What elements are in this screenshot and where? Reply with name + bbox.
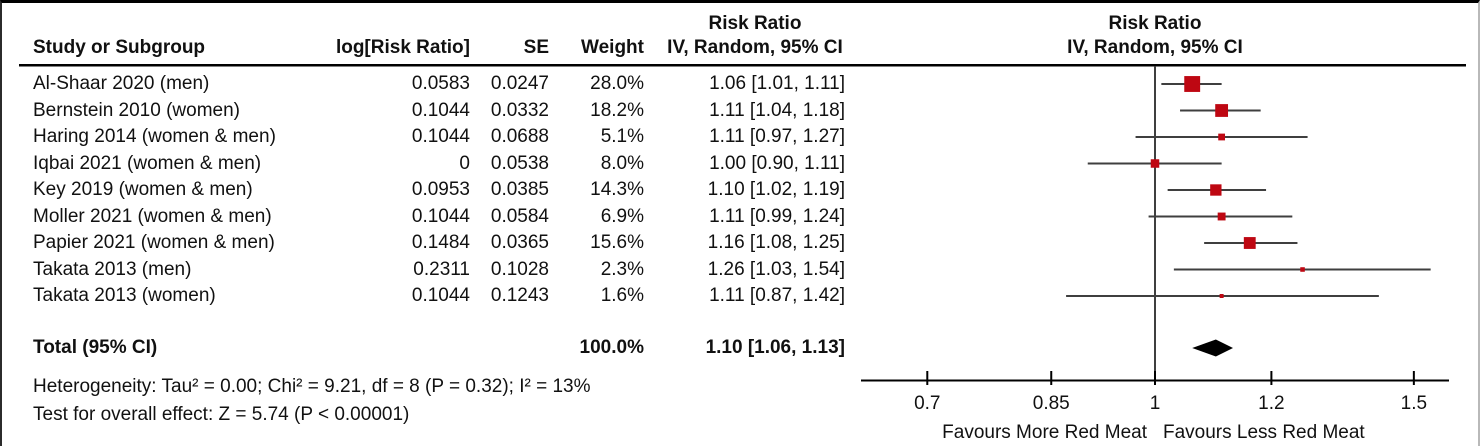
- total-risk-ratio-ci: 1.10 [1.06, 1.13]: [705, 337, 845, 358]
- x-axis-tick-label: 0.85: [1033, 393, 1070, 414]
- favours-right-label: Favours Less Red Meat: [1163, 422, 1365, 443]
- column-header-plot-ci-method: IV, Random, 95% CI: [1067, 37, 1243, 58]
- favours-left-label: Favours More Red Meat: [942, 422, 1148, 443]
- weight-value: 2.3%: [600, 258, 644, 280]
- effect-size-square: [1215, 104, 1229, 117]
- study-name: Al-Shaar 2020 (men): [33, 73, 210, 94]
- effect-size-square: [1300, 267, 1305, 272]
- effect-size-square: [1150, 159, 1160, 168]
- study-markers: [1066, 76, 1431, 298]
- se-value: 0.1028: [490, 258, 549, 280]
- se-value: 0.0365: [490, 232, 549, 253]
- study-name: Takata 2013 (women): [33, 285, 216, 306]
- column-header-weight: Weight: [581, 37, 644, 58]
- pooled-effect-diamond: [1192, 339, 1234, 357]
- log-risk-ratio-value: 0.2311: [413, 258, 470, 280]
- effect-size-square: [1218, 133, 1226, 141]
- log-risk-ratio-value: 0.1044: [411, 285, 470, 306]
- x-axis-tick: [926, 371, 929, 385]
- x-axis-tick: [1154, 371, 1156, 385]
- weight-value: 6.9%: [600, 205, 644, 227]
- se-value: 0.0538: [490, 152, 549, 174]
- column-header-stats-ci-method: IV, Random, 95% CI: [667, 37, 843, 58]
- x-axis-tick-label: 1: [1150, 393, 1161, 414]
- heterogeneity-stats: Heterogeneity: Tau² = 0.00; Chi² = 9.21,…: [33, 376, 591, 397]
- overall-effect-test: Test for overall effect: Z = 5.74 (P < 0…: [33, 404, 410, 425]
- weight-value: 8.0%: [600, 152, 644, 174]
- risk-ratio-ci-value: 1.11 [1.04, 1.18]: [709, 99, 845, 121]
- risk-ratio-ci-value: 1.11 [0.87, 1.42]: [709, 285, 845, 306]
- weight-value: 5.1%: [600, 126, 644, 147]
- study-name: Takata 2013 (men): [33, 258, 192, 280]
- risk-ratio-ci-value: 1.11 [0.99, 1.24]: [709, 205, 845, 227]
- risk-ratio-ci-value: 1.00 [0.90, 1.11]: [709, 152, 845, 174]
- x-axis-tick-label: 0.7: [914, 393, 940, 414]
- x-axis-tick-label: 1.2: [1258, 393, 1284, 414]
- effect-size-square: [1217, 212, 1226, 221]
- log-risk-ratio-value: 0.1044: [411, 126, 470, 147]
- total-label: Total (95% CI): [33, 337, 158, 358]
- weight-value: 28.0%: [590, 73, 644, 94]
- study-name: Moller 2021 (women & men): [33, 205, 272, 227]
- risk-ratio-ci-value: 1.11 [0.97, 1.27]: [709, 126, 845, 147]
- se-value: 0.0385: [490, 179, 549, 200]
- log-risk-ratio-value: 0.1044: [411, 205, 470, 227]
- study-name: Iqbai 2021 (women & men): [33, 152, 262, 174]
- log-risk-ratio-value: 0.0953: [411, 179, 470, 200]
- log-risk-ratio-value: 0: [459, 152, 470, 174]
- study-name: Haring 2014 (women & men): [33, 126, 276, 147]
- x-axis-tick: [1270, 371, 1273, 385]
- risk-ratio-ci-value: 1.06 [1.01, 1.11]: [709, 73, 845, 94]
- log-risk-ratio-value: 0.1484: [411, 232, 470, 253]
- se-value: 0.0247: [490, 73, 549, 94]
- total-weight: 100.0%: [579, 337, 644, 358]
- risk-ratio-ci-value: 1.10 [1.02, 1.19]: [707, 179, 845, 200]
- x-axis-ticks: 0.7 0.85 1 1.2 1.5: [914, 371, 1427, 414]
- study-name: Bernstein 2010 (women): [33, 99, 240, 121]
- weight-value: 18.2%: [590, 99, 644, 121]
- effect-size-square: [1219, 294, 1224, 298]
- weight-value: 15.6%: [590, 232, 644, 253]
- weight-value: 14.3%: [590, 179, 644, 200]
- x-axis-tick: [1050, 371, 1053, 385]
- risk-ratio-ci-value: 1.16 [1.08, 1.25]: [707, 232, 845, 253]
- stats-risk-ratio-title: Risk Ratio: [708, 13, 802, 34]
- weight-value: 1.6%: [600, 285, 644, 306]
- forest-plot-canvas: 0.7 0.85 1 1.2 1.5 Favours More Red Meat Fav…: [19, 64, 1466, 443]
- x-axis-tick-label: 1.5: [1401, 393, 1427, 414]
- risk-ratio-ci-value: 1.26 [1.03, 1.54]: [707, 258, 845, 280]
- study-name: Key 2019 (women & men): [33, 179, 253, 200]
- effect-size-square: [1210, 184, 1222, 196]
- plot-risk-ratio-title: Risk Ratio: [1108, 13, 1202, 34]
- header-divider-line: [19, 64, 1466, 67]
- effect-size-square: [1243, 237, 1256, 249]
- se-value: 0.0332: [490, 99, 549, 121]
- no-effect-line: [1154, 66, 1156, 382]
- column-header-study: Study or Subgroup: [33, 37, 206, 58]
- se-value: 0.1243: [490, 285, 549, 306]
- column-header-log-risk-ratio: log[Risk Ratio]: [335, 37, 470, 58]
- log-risk-ratio-value: 0.0583: [411, 73, 470, 94]
- se-value: 0.0584: [490, 205, 549, 227]
- effect-size-square: [1184, 76, 1201, 92]
- column-header-se: SE: [523, 37, 549, 58]
- x-axis-tick: [1412, 371, 1415, 385]
- se-value: 0.0688: [490, 126, 549, 147]
- log-risk-ratio-value: 0.1044: [411, 99, 470, 121]
- study-name: Papier 2021 (women & men): [33, 232, 275, 253]
